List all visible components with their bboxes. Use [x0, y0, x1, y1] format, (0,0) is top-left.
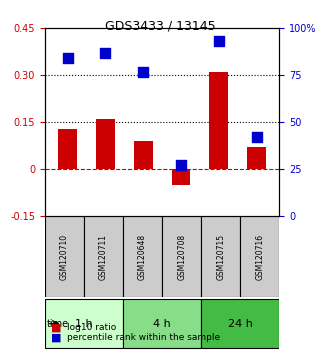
Point [65, 56, 70, 61]
Text: 1 h: 1 h [75, 319, 93, 329]
Point [254, 135, 259, 140]
Point [103, 50, 108, 56]
Text: percentile rank within the sample: percentile rank within the sample [67, 333, 221, 342]
Text: 24 h: 24 h [228, 319, 253, 329]
Bar [134, 141, 153, 169]
Text: 4 h: 4 h [153, 319, 171, 329]
Bar [247, 147, 266, 169]
Text: time: time [47, 319, 69, 329]
FancyBboxPatch shape [123, 299, 201, 348]
Bar [171, 169, 190, 185]
FancyBboxPatch shape [84, 216, 123, 297]
Text: GSM120711: GSM120711 [99, 234, 108, 280]
Text: GDS3433 / 13145: GDS3433 / 13145 [105, 19, 216, 33]
Point [141, 69, 146, 74]
FancyBboxPatch shape [45, 299, 123, 348]
FancyBboxPatch shape [201, 299, 279, 348]
FancyBboxPatch shape [45, 216, 84, 297]
Text: GSM120710: GSM120710 [60, 233, 69, 280]
Point [178, 163, 184, 169]
Text: log10 ratio: log10 ratio [67, 323, 117, 332]
FancyBboxPatch shape [201, 216, 240, 297]
Text: ■: ■ [51, 332, 62, 342]
Text: GSM120648: GSM120648 [138, 233, 147, 280]
FancyBboxPatch shape [162, 216, 201, 297]
Bar [209, 72, 228, 169]
FancyBboxPatch shape [123, 216, 162, 297]
Bar [96, 119, 115, 169]
Text: ■: ■ [51, 322, 62, 332]
Text: GSM120716: GSM120716 [255, 233, 264, 280]
FancyBboxPatch shape [240, 216, 279, 297]
Point [216, 39, 221, 44]
Text: GSM120708: GSM120708 [177, 233, 186, 280]
Bar [58, 129, 77, 169]
Text: GSM120715: GSM120715 [216, 233, 225, 280]
